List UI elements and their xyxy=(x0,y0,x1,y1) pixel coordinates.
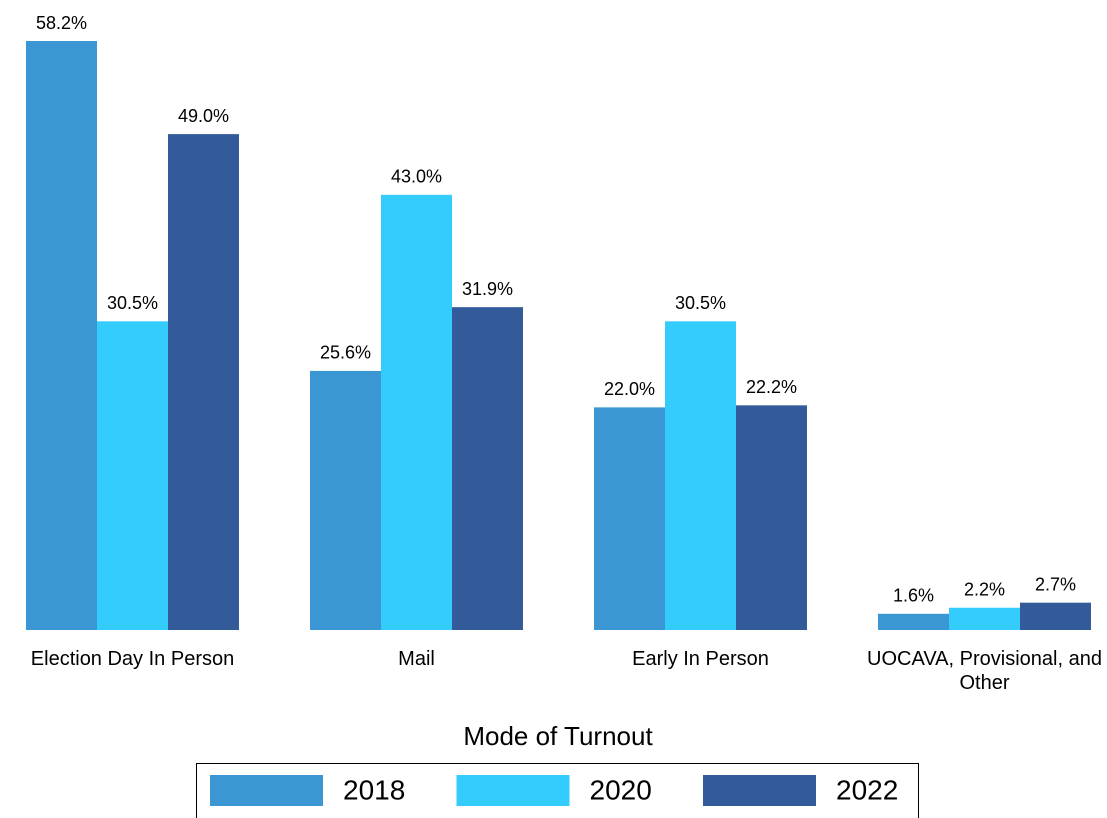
value-label: 43.0% xyxy=(391,167,442,187)
value-label: 22.0% xyxy=(604,379,655,399)
bar xyxy=(381,194,452,630)
legend-label: 2020 xyxy=(590,774,652,805)
value-label: 58.2% xyxy=(36,13,87,33)
bar xyxy=(26,41,97,630)
legend-swatch xyxy=(210,775,323,806)
legend-title: Mode of Turnout xyxy=(463,721,653,751)
value-label: 49.0% xyxy=(178,106,229,126)
x-tick-label: UOCAVA, Provisional, and Other xyxy=(867,648,1102,694)
value-label: 22.2% xyxy=(746,377,797,397)
value-label: 2.2% xyxy=(964,579,1005,599)
bar xyxy=(878,613,949,630)
legend-swatch xyxy=(703,775,816,806)
value-label: 31.9% xyxy=(462,279,513,299)
legend-swatch xyxy=(456,775,570,806)
bar xyxy=(594,407,665,630)
legend-box xyxy=(196,763,919,818)
x-tick-label: Mail xyxy=(398,648,435,670)
x-tick-label: Early In Person xyxy=(632,648,769,670)
legend-label: 2022 xyxy=(836,774,898,805)
bar xyxy=(452,307,523,630)
value-label: 30.5% xyxy=(675,293,726,313)
bar xyxy=(665,321,736,630)
bar xyxy=(310,370,381,630)
value-label: 25.6% xyxy=(320,343,371,363)
value-label: 30.5% xyxy=(107,293,158,313)
legend-label: 2018 xyxy=(343,774,405,805)
x-tick-label: Election Day In Person xyxy=(30,648,235,670)
bar xyxy=(1020,602,1091,630)
bar xyxy=(736,405,807,630)
value-label: 2.7% xyxy=(1035,574,1076,594)
value-label: 1.6% xyxy=(893,586,934,606)
bar xyxy=(949,607,1020,630)
bar xyxy=(168,134,239,631)
bar xyxy=(97,321,168,630)
